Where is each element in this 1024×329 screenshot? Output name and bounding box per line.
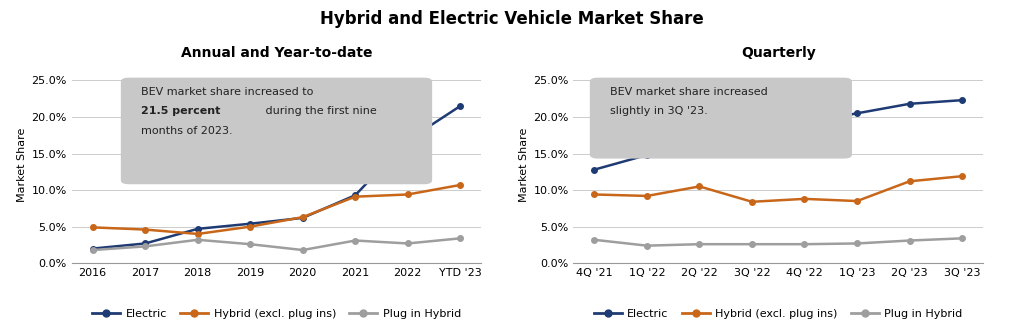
Y-axis label: Market Share: Market Share <box>17 127 28 202</box>
Text: slightly in 3Q '23.: slightly in 3Q '23. <box>610 106 708 116</box>
Text: Hybrid and Electric Vehicle Market Share: Hybrid and Electric Vehicle Market Share <box>321 10 703 28</box>
Legend: Electric, Hybrid (excl. plug ins), Plug in Hybrid: Electric, Hybrid (excl. plug ins), Plug … <box>88 304 465 323</box>
FancyBboxPatch shape <box>121 78 432 184</box>
Text: during the first nine: during the first nine <box>262 106 377 116</box>
Y-axis label: Market Share: Market Share <box>519 127 529 202</box>
Legend: Electric, Hybrid (excl. plug ins), Plug in Hybrid: Electric, Hybrid (excl. plug ins), Plug … <box>590 304 967 323</box>
FancyBboxPatch shape <box>590 78 852 159</box>
Text: months of 2023.: months of 2023. <box>141 126 232 136</box>
Text: BEV market share increased to: BEV market share increased to <box>141 87 313 96</box>
Title: Annual and Year-to-date: Annual and Year-to-date <box>180 46 373 61</box>
Title: Quarterly: Quarterly <box>741 46 815 61</box>
Text: 21.5 percent: 21.5 percent <box>141 106 221 116</box>
Text: BEV market share increased: BEV market share increased <box>610 87 768 96</box>
